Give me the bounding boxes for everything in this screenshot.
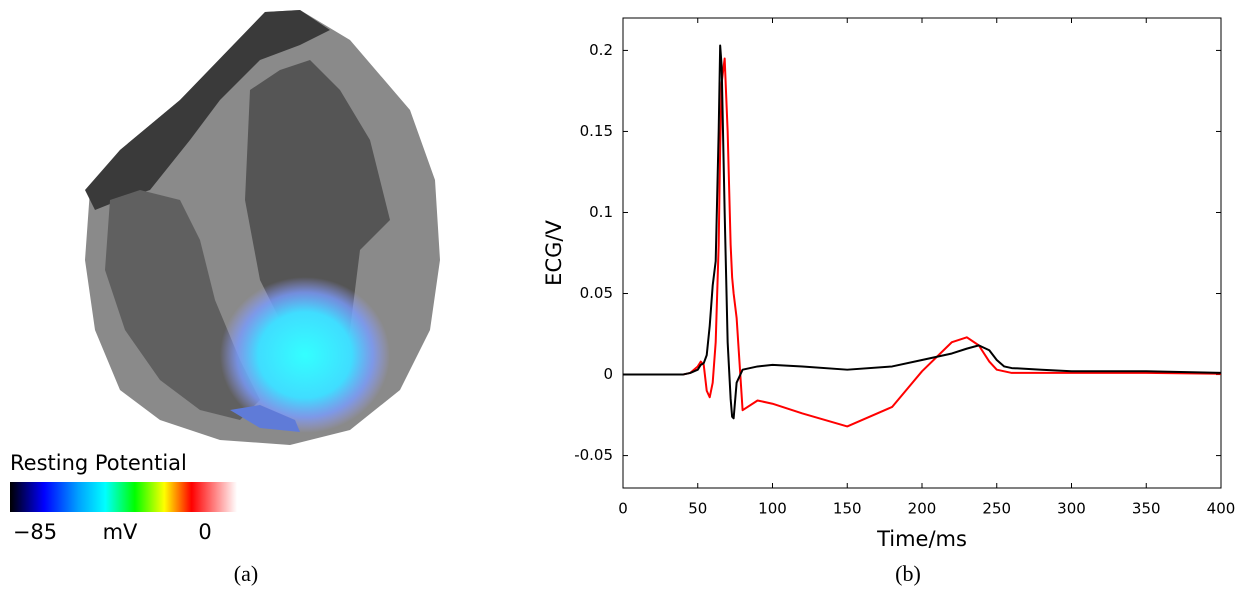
data-line — [623, 44, 1222, 420]
colorbar-tick-label: −85 — [13, 520, 57, 544]
panel-label: (a) — [234, 561, 258, 586]
x-tick-label: 250 — [982, 500, 1011, 518]
y-tick-label: 0.1 — [589, 203, 613, 221]
heart-illustration — [85, 10, 440, 445]
x-tick-label: 200 — [908, 500, 937, 518]
plot-frame — [622, 17, 1222, 489]
x-tick-label: 50 — [688, 500, 707, 518]
y-tick-label: 0.05 — [580, 284, 613, 302]
y-tick-label: -0.05 — [574, 446, 613, 464]
panel-label: (b) — [895, 561, 921, 586]
y-axis-label: ECG/V — [542, 220, 566, 286]
y-tick-label: 0.2 — [589, 41, 613, 59]
x-tick-label: 400 — [1207, 500, 1236, 518]
x-axis-label: Time/ms — [876, 527, 967, 551]
colorbar-unit: mV — [103, 520, 138, 544]
colorbar-tick-label: 0 — [198, 520, 211, 544]
x-tick-label: 0 — [618, 500, 628, 518]
x-tick-label: 100 — [758, 500, 787, 518]
data-line — [623, 57, 1222, 428]
colorbar — [10, 482, 237, 512]
x-tick-label: 150 — [833, 500, 862, 518]
colorbar-title: Resting Potential — [10, 451, 187, 475]
y-tick-label: 0 — [603, 365, 613, 383]
y-tick-label: 0.15 — [580, 122, 613, 140]
x-tick-label: 350 — [1132, 500, 1161, 518]
x-tick-label: 300 — [1057, 500, 1086, 518]
